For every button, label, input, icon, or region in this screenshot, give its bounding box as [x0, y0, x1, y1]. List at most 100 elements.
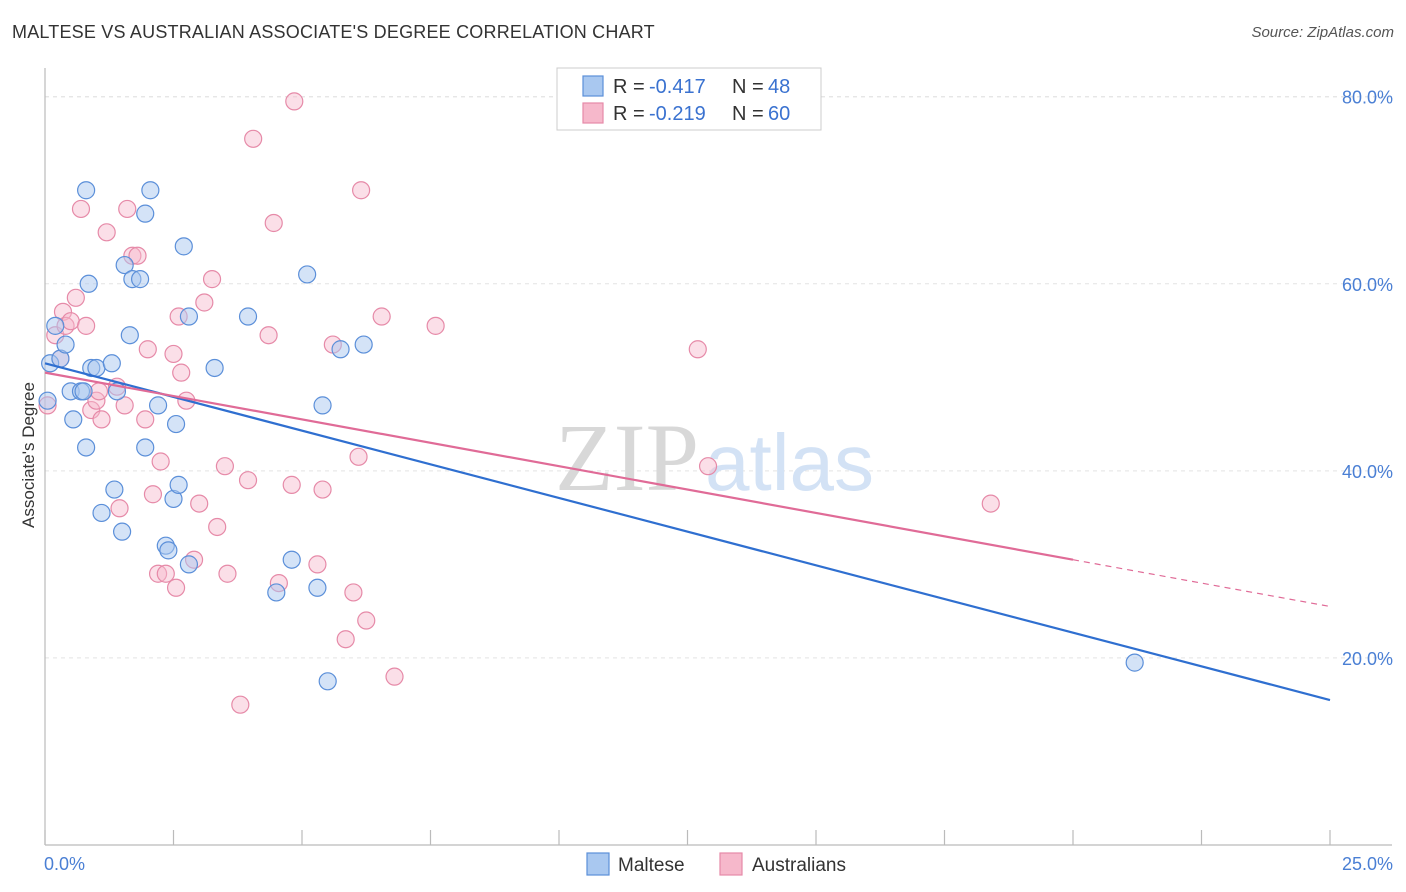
point-australians-42	[264, 213, 283, 233]
point-australians-41	[259, 326, 278, 345]
point-australians-32	[190, 494, 209, 513]
point-maltese-30	[166, 414, 186, 434]
point-maltese-2	[46, 316, 65, 335]
point-australians-16	[115, 396, 134, 415]
legend-n-value-maltese: 48	[768, 76, 790, 98]
point-australians-11	[89, 382, 109, 401]
point-maltese-39	[298, 265, 317, 284]
point-maltese-14	[92, 503, 111, 523]
x-tick-label-max: 25.0%	[1342, 854, 1393, 874]
trendline-australians	[44, 371, 1074, 561]
legend-r-value-australians: -0.219	[649, 103, 706, 125]
point-maltese-16	[105, 480, 124, 499]
point-maltese-34	[179, 555, 199, 574]
point-maltese-13	[87, 358, 106, 378]
point-maltese-45	[1125, 653, 1144, 672]
point-maltese-33	[179, 307, 199, 326]
point-australians-50	[344, 583, 363, 602]
point-australians-36	[215, 457, 234, 476]
point-australians-47	[313, 480, 332, 499]
legend: R = -0.417 N = 48 R = -0.219 N = 60	[556, 67, 822, 131]
point-maltese-15	[102, 354, 121, 373]
legend-r-value-maltese: -0.417	[649, 76, 706, 98]
point-maltese-11	[79, 274, 98, 293]
point-australians-12	[92, 410, 111, 429]
bottom-legend-swatch-australians	[719, 852, 743, 876]
point-maltese-32	[174, 237, 193, 256]
point-maltese-23	[136, 204, 155, 223]
trendline-maltese	[44, 362, 1331, 702]
point-australians-5	[61, 312, 80, 331]
point-australians-35	[208, 517, 227, 537]
point-maltese-28	[159, 541, 178, 560]
legend-r-label-australians: R =	[613, 103, 645, 125]
point-maltese-41	[313, 396, 332, 415]
point-australians-53	[357, 611, 376, 630]
point-maltese-8	[74, 382, 93, 401]
legend-swatch-maltese	[582, 75, 604, 97]
point-maltese-44	[354, 335, 373, 354]
y-tick-label-2: 60.0%	[1342, 275, 1393, 295]
point-australians-7	[71, 199, 91, 219]
point-australians-56	[426, 316, 445, 335]
point-australians-49	[336, 630, 355, 649]
point-maltese-10	[77, 181, 96, 200]
source-label: Source: ZipAtlas.com	[1251, 24, 1394, 41]
series-maltese	[38, 181, 1144, 691]
bottom-legend-swatch-maltese	[586, 852, 610, 876]
bottom-legend: Maltese Australians	[586, 852, 846, 876]
legend-n-value-australians: 60	[768, 103, 790, 125]
watermark: ZIP atlas	[555, 404, 874, 511]
axes	[44, 68, 1392, 846]
point-maltese-20	[120, 326, 139, 345]
point-australians-25	[156, 564, 175, 583]
point-australians-22	[143, 485, 163, 504]
point-australians-15	[110, 499, 129, 518]
point-australians-38	[231, 695, 250, 714]
point-australians-46	[308, 555, 327, 574]
point-maltese-36	[238, 307, 258, 326]
point-australians-55	[385, 667, 404, 686]
point-maltese-6	[64, 410, 83, 429]
point-maltese-43	[331, 340, 350, 359]
point-australians-20	[136, 410, 155, 429]
y-axis-label: Associate's Degree	[19, 382, 38, 528]
point-australians-8	[77, 316, 96, 335]
point-maltese-24	[136, 438, 155, 457]
point-maltese-0	[38, 391, 57, 410]
point-australians-59	[981, 494, 1000, 513]
bottom-legend-label-australians: Australians	[752, 855, 846, 876]
point-maltese-25	[141, 181, 160, 200]
point-australians-45	[285, 92, 304, 111]
point-australians-44	[282, 475, 301, 494]
point-australians-52	[352, 181, 371, 200]
point-maltese-42	[318, 672, 337, 691]
y-tick-label-0: 20.0%	[1342, 649, 1393, 669]
point-maltese-4	[56, 335, 75, 354]
point-australians-26	[164, 344, 183, 364]
point-australians-54	[372, 307, 391, 326]
point-maltese-31	[169, 475, 188, 494]
point-australians-24	[151, 452, 170, 471]
point-australians-9	[82, 400, 101, 420]
point-australians-6	[66, 288, 85, 307]
bottom-legend-label-maltese: Maltese	[618, 855, 685, 876]
legend-n-label-australians: N =	[732, 103, 764, 125]
y-tick-label-1: 40.0%	[1342, 462, 1393, 482]
point-australians-51	[349, 447, 368, 466]
point-australians-3	[53, 302, 73, 321]
point-australians-37	[218, 564, 237, 583]
point-australians-57	[688, 340, 707, 359]
point-maltese-22	[130, 270, 150, 289]
point-maltese-37	[267, 583, 286, 602]
point-maltese-18	[112, 522, 132, 541]
legend-n-label-maltese: N =	[732, 76, 764, 98]
x-tick-label-min: 0.0%	[44, 854, 85, 874]
tick-labels: 20.0% 40.0% 60.0% 80.0% 0.0% 25.0%	[44, 88, 1393, 874]
point-australians-34	[202, 270, 222, 289]
point-australians-58	[698, 457, 718, 476]
point-australians-13	[97, 223, 116, 242]
point-australians-17	[118, 199, 137, 219]
point-maltese-9	[77, 438, 96, 457]
